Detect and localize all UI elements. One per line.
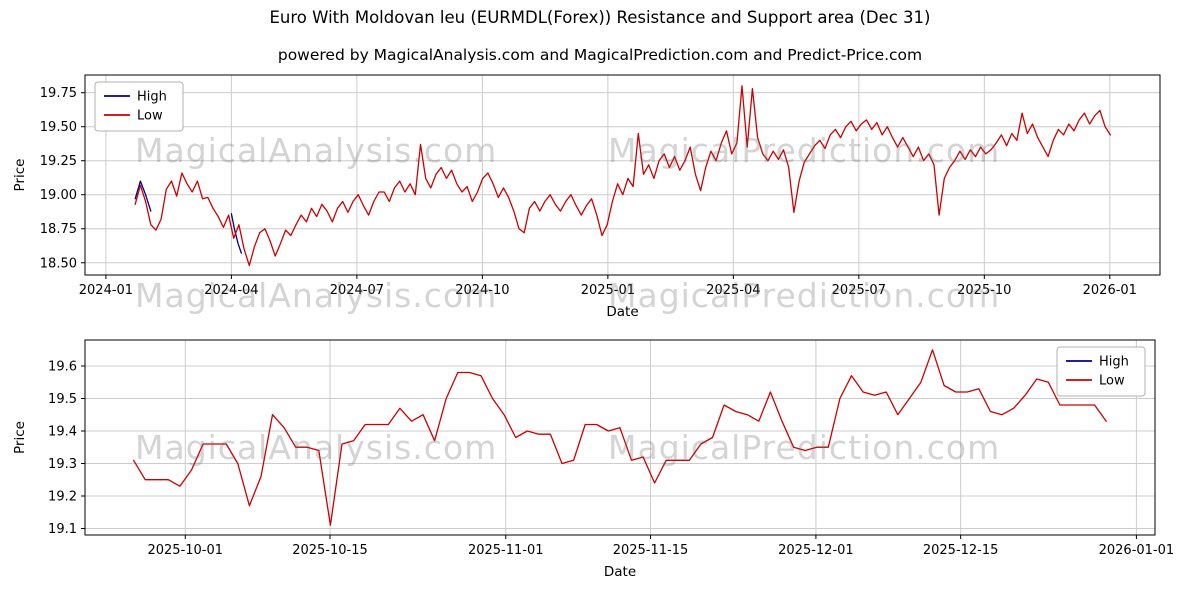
x-axis-label: Date	[606, 304, 638, 320]
series-low-line	[132, 349, 1107, 526]
x-tick-label: 2026-01-01	[1099, 543, 1175, 558]
plot-frame	[84, 74, 1161, 276]
legend-low-label: Low	[137, 109, 163, 124]
x-tick-label: 2024-04	[204, 283, 258, 298]
y-tick-label: 19.1	[48, 522, 77, 537]
legend-low-label: Low	[1099, 374, 1125, 389]
x-axis-label: Date	[604, 564, 636, 580]
y-tick-label: 18.50	[40, 256, 77, 271]
x-tick-label: 2025-11-15	[613, 543, 689, 558]
chart-bottom-svg: 2025-10-01 2025-10-15 2025-11-01 2025-11-15…	[12, 339, 1174, 580]
y-tick-label: 19.25	[40, 154, 77, 169]
grid	[85, 75, 1160, 275]
legend-box	[94, 81, 184, 132]
bottom-price-chart: 2025-10-01 2025-10-15 2025-11-01 2025-11-15…	[0, 330, 1200, 600]
plot-frame	[84, 339, 1156, 536]
series-low-line	[134, 85, 1111, 267]
x-tick-label: 2025-12-15	[923, 543, 999, 558]
y-tick-label: 19.00	[40, 188, 77, 203]
x-tick-label: 2024-07	[330, 283, 384, 298]
x-tick-label: 2025-01	[581, 283, 635, 298]
x-tick-label: 2024-01	[79, 283, 133, 298]
y-tick-label: 19.2	[48, 490, 77, 505]
tick-labels: 2025-10-01 2025-10-15 2025-11-01 2025-11-15…	[48, 360, 1174, 559]
chart-top-svg: 2024-01 2024-04 2024-07 2024-10 2025-01 2025-…	[12, 74, 1161, 320]
x-tick-label: 2025-10-01	[147, 543, 223, 558]
x-tick-label: 2025-04	[706, 283, 760, 298]
y-tick-label: 18.75	[40, 222, 77, 237]
legend-box	[1056, 346, 1146, 397]
x-tick-label: 2025-11-01	[468, 543, 544, 558]
y-tick-label: 19.6	[48, 360, 77, 375]
figure-title: Euro With Moldovan leu (EURMDL(Forex)) R…	[269, 8, 931, 27]
series-high-line	[230, 213, 243, 254]
x-tick-label: 2025-07	[832, 283, 886, 298]
top-price-chart: 2024-01 2024-04 2024-07 2024-10 2025-01 2025-…	[0, 62, 1200, 334]
x-tick-label: 2026-01	[1083, 283, 1137, 298]
grid	[85, 340, 1155, 535]
tick-labels: 2024-01 2024-04 2024-07 2024-10 2025-01 2025-…	[40, 86, 1137, 298]
x-tick-label: 2025-10	[957, 283, 1011, 298]
legend: High Low	[94, 81, 184, 132]
series-high-line	[134, 180, 152, 212]
y-tick-label: 19.75	[40, 86, 77, 101]
y-tick-label: 19.3	[48, 457, 77, 472]
legend-high-label: High	[137, 90, 167, 105]
y-tick-label: 19.4	[48, 425, 77, 440]
figure-subtitle: powered by MagicalAnalysis.com and Magic…	[277, 46, 923, 64]
y-axis-label: Price	[12, 159, 28, 192]
x-tick-label: 2025-12-01	[778, 543, 854, 558]
y-tick-label: 19.5	[48, 392, 77, 407]
legend: High Low	[1056, 346, 1146, 397]
legend-high-label: High	[1099, 355, 1129, 370]
y-tick-label: 19.50	[40, 120, 77, 135]
y-axis-label: Price	[12, 421, 28, 454]
x-tick-label: 2025-10-15	[292, 543, 368, 558]
x-tick-label: 2024-10	[455, 283, 509, 298]
